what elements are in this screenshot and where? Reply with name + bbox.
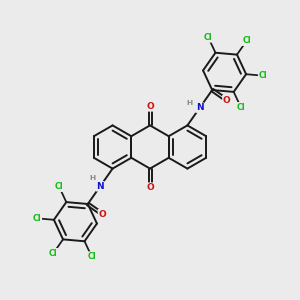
- Text: Cl: Cl: [33, 214, 41, 223]
- Text: N: N: [196, 103, 204, 112]
- Text: Cl: Cl: [87, 252, 96, 261]
- Text: H: H: [187, 100, 193, 106]
- Text: Cl: Cl: [49, 249, 58, 258]
- Text: Cl: Cl: [259, 71, 267, 80]
- Text: O: O: [98, 210, 106, 219]
- Text: Cl: Cl: [55, 182, 64, 191]
- Text: H: H: [89, 176, 95, 182]
- Text: O: O: [146, 102, 154, 111]
- Text: N: N: [96, 182, 104, 191]
- Text: Cl: Cl: [236, 103, 245, 112]
- Text: Cl: Cl: [242, 36, 251, 45]
- Text: Cl: Cl: [204, 33, 213, 42]
- Text: O: O: [146, 183, 154, 192]
- Text: O: O: [223, 96, 231, 105]
